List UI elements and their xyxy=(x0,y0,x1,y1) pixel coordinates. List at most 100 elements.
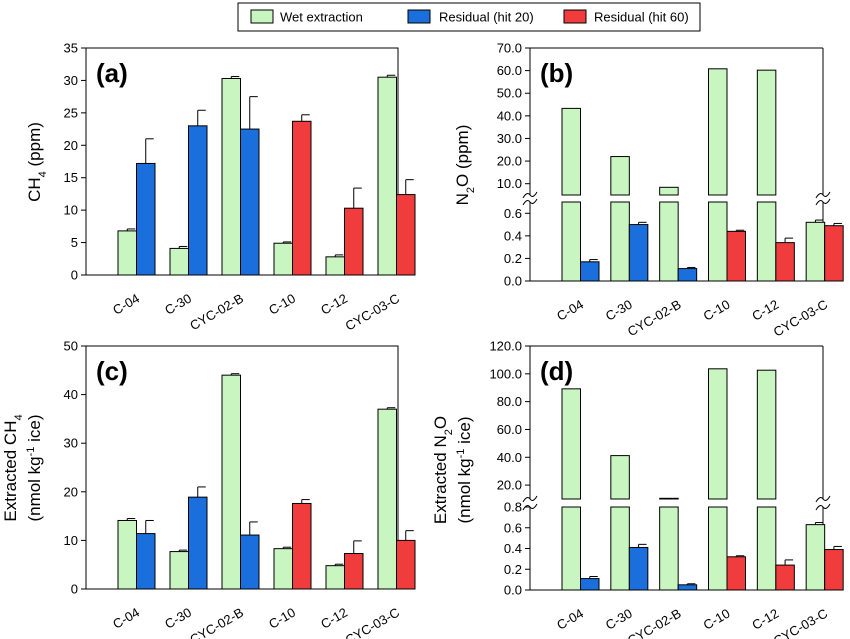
bar xyxy=(708,368,728,500)
panel-label: (d) xyxy=(540,356,573,386)
bar xyxy=(805,221,826,282)
axis-break-mark xyxy=(815,198,831,206)
bar xyxy=(344,207,364,276)
y-tick-label: 0.6 xyxy=(504,206,522,221)
y-tick-label: 50.0 xyxy=(497,86,522,101)
bar xyxy=(580,261,600,282)
y-tick-label: 10 xyxy=(64,533,78,548)
legend-label: Residual (hit 60) xyxy=(594,10,689,25)
bar xyxy=(726,230,746,282)
bar xyxy=(136,533,156,590)
bar xyxy=(677,584,698,591)
bar xyxy=(580,578,600,591)
y-tick-label: 50 xyxy=(64,339,78,354)
bar xyxy=(775,242,795,282)
bar xyxy=(273,242,293,276)
y-tick-label: 120.0 xyxy=(489,339,522,354)
bar xyxy=(188,125,208,276)
y-axis-title: Extracted N2O xyxy=(431,416,455,524)
bar xyxy=(169,247,189,276)
legend-label: Residual (hit 20) xyxy=(439,10,534,25)
bar xyxy=(169,551,189,590)
bar xyxy=(344,553,364,590)
bar xyxy=(561,388,581,500)
legend-box xyxy=(237,2,701,32)
category-label: CYC-03-C xyxy=(771,606,830,639)
y-tick-label: 0.8 xyxy=(504,500,522,515)
bar xyxy=(775,564,795,591)
y-tick-label: 20 xyxy=(64,138,78,153)
bar xyxy=(136,162,156,276)
category-label: C-30 xyxy=(603,606,635,633)
bar xyxy=(756,201,777,282)
bar xyxy=(561,506,581,591)
y-tick-label: 0 xyxy=(71,268,78,283)
category-label: C-10 xyxy=(701,606,733,633)
y-tick-label: 70.0 xyxy=(497,41,522,56)
y-tick-label: 30.0 xyxy=(497,131,522,146)
bar xyxy=(292,502,312,590)
y-tick-label: 0.4 xyxy=(504,228,522,243)
y-tick-label: 0.4 xyxy=(504,541,522,556)
category-label: CYC-02-B xyxy=(625,297,684,340)
y-tick-label: 60.0 xyxy=(497,422,522,437)
y-tick-label: 35 xyxy=(64,41,78,56)
panel-label: (a) xyxy=(96,58,128,88)
bar xyxy=(188,496,208,590)
bar xyxy=(396,194,416,276)
y-tick-label: 0.0 xyxy=(504,274,522,289)
category-label: C-30 xyxy=(162,291,194,318)
category-label: C-04 xyxy=(110,605,142,632)
category-label: C-04 xyxy=(110,291,142,318)
category-label: CYC-03-C xyxy=(343,291,402,334)
bar xyxy=(273,548,293,590)
bar xyxy=(756,369,777,500)
bar xyxy=(610,201,630,282)
category-label: C-10 xyxy=(701,297,733,324)
bar xyxy=(117,230,137,276)
bar xyxy=(325,256,345,276)
y-tick-label: 30 xyxy=(64,73,78,88)
bar xyxy=(756,506,777,591)
y-tick-label: 0 xyxy=(71,582,78,597)
bar xyxy=(377,76,397,276)
y-tick-label: 100.0 xyxy=(489,366,522,381)
legend-swatch xyxy=(407,9,431,24)
bar xyxy=(610,156,630,196)
bar xyxy=(805,524,826,591)
legend-swatch xyxy=(563,9,587,24)
y-tick-label: 25 xyxy=(64,105,78,120)
y-tick-label: 15 xyxy=(64,170,78,185)
category-label: CYC-02-B xyxy=(187,605,246,639)
y-tick-label: 20 xyxy=(64,484,78,499)
category-label: C-30 xyxy=(162,605,194,632)
y-tick-label: 80.0 xyxy=(497,394,522,409)
axis-break-mark xyxy=(522,198,538,206)
axis-break-mark xyxy=(815,495,831,503)
category-label: C-12 xyxy=(318,605,350,632)
y-tick-label: 20.0 xyxy=(497,154,522,169)
bar xyxy=(117,519,137,590)
category-label: C-12 xyxy=(749,297,781,324)
bar xyxy=(561,201,581,282)
bar xyxy=(708,201,728,282)
bar xyxy=(561,107,581,196)
y-axis-title: (nmol kg-1 ice) xyxy=(455,416,474,523)
category-label: C-12 xyxy=(318,291,350,318)
bar xyxy=(610,455,630,500)
bar xyxy=(726,556,746,591)
category-label: C-10 xyxy=(266,605,298,632)
y-tick-label: 60.0 xyxy=(497,63,522,78)
bar xyxy=(659,186,679,196)
category-label: C-04 xyxy=(554,606,586,633)
category-label: CYC-02-B xyxy=(187,291,246,334)
y-axis-title: CH4 (ppm) xyxy=(25,122,49,202)
y-tick-label: 40.0 xyxy=(497,450,522,465)
category-label: CYC-03-C xyxy=(771,297,830,340)
bar xyxy=(824,225,844,282)
bar xyxy=(628,546,649,591)
category-label: C-30 xyxy=(603,297,635,324)
y-tick-label: 0.2 xyxy=(504,562,522,577)
y-tick-label: 5 xyxy=(71,235,78,250)
y-tick-label: 0.2 xyxy=(504,251,522,266)
